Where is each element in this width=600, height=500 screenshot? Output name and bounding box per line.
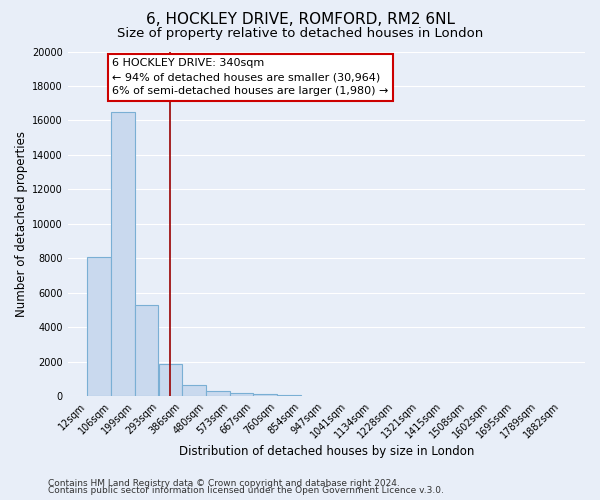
Bar [111, 112, 135, 396]
Bar [277, 394, 301, 396]
Bar [230, 393, 253, 396]
Bar [88, 256, 111, 396]
Y-axis label: Number of detached properties: Number of detached properties [15, 131, 28, 317]
Bar [253, 394, 277, 396]
Bar [206, 391, 230, 396]
X-axis label: Distribution of detached houses by size in London: Distribution of detached houses by size … [179, 444, 474, 458]
Text: 6, HOCKLEY DRIVE, ROMFORD, RM2 6NL: 6, HOCKLEY DRIVE, ROMFORD, RM2 6NL [146, 12, 455, 28]
Text: 6 HOCKLEY DRIVE: 340sqm
← 94% of detached houses are smaller (30,964)
6% of semi: 6 HOCKLEY DRIVE: 340sqm ← 94% of detache… [112, 58, 389, 96]
Bar [135, 305, 158, 396]
Text: Size of property relative to detached houses in London: Size of property relative to detached ho… [117, 28, 483, 40]
Bar [182, 385, 206, 396]
Text: Contains HM Land Registry data © Crown copyright and database right 2024.: Contains HM Land Registry data © Crown c… [48, 478, 400, 488]
Text: Contains public sector information licensed under the Open Government Licence v.: Contains public sector information licen… [48, 486, 444, 495]
Bar [158, 364, 182, 396]
